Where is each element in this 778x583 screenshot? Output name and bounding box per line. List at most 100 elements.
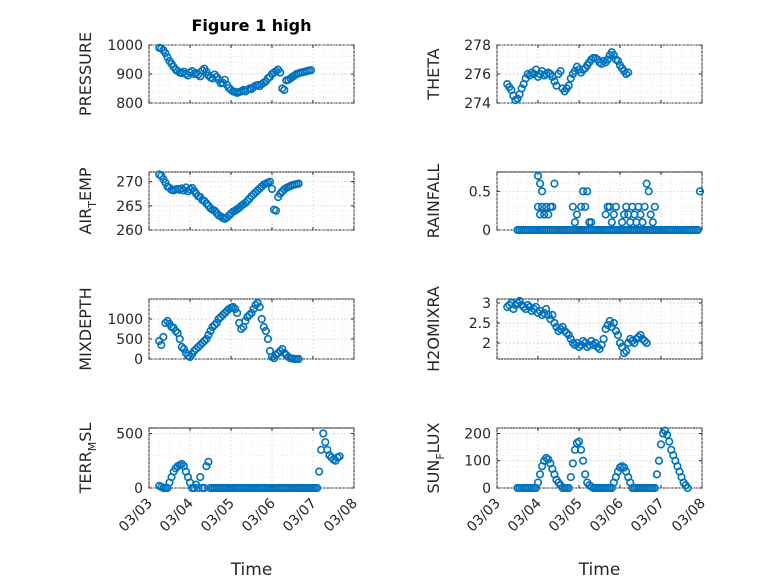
y-axis-label-main: MIXDEPTH	[76, 287, 95, 370]
data-point	[247, 308, 256, 318]
y-axis-label-main: RAINFALL	[424, 164, 443, 239]
data-point	[568, 459, 577, 468]
data-point	[609, 51, 618, 60]
data-point	[603, 55, 612, 64]
data-point	[276, 68, 285, 77]
data-point	[574, 437, 584, 446]
data-point	[253, 298, 262, 308]
subplot-theta: 274 276 278 THETA	[424, 38, 703, 112]
data-point	[157, 44, 166, 53]
data-point	[196, 472, 205, 482]
data-point	[562, 328, 571, 338]
data-point	[537, 187, 547, 196]
x-tick-label: 03/03	[116, 496, 156, 536]
data-point	[578, 456, 588, 465]
data-point	[556, 66, 565, 76]
data-point	[572, 210, 582, 219]
data-point	[157, 340, 166, 350]
data-point	[558, 322, 567, 332]
y-tick-label: 3	[482, 296, 491, 312]
data-point	[587, 218, 596, 227]
y-tick-label: 2.5	[469, 316, 491, 332]
data-point	[611, 202, 621, 211]
data-point	[636, 330, 645, 340]
data-point	[212, 318, 221, 328]
x-tick-label: 03/06	[239, 495, 279, 535]
y-tick-label: 200	[464, 426, 491, 442]
y-axis-label-main: THETA	[424, 48, 443, 100]
data-point	[321, 438, 330, 447]
figure-title: Figure 1 high	[192, 16, 312, 35]
data-point	[319, 429, 328, 438]
subplot-rainfall: 0 0.5 RAINFALL	[424, 164, 705, 239]
data-point	[210, 320, 219, 330]
y-axis-label-subscript: F	[434, 453, 447, 459]
y-axis-label-rest: SL	[76, 423, 95, 442]
y-tick-label: 500	[116, 426, 143, 442]
data-point	[533, 478, 543, 487]
data-point	[570, 218, 580, 227]
data-point	[261, 326, 270, 336]
data-point	[513, 94, 522, 103]
x-tick-label: 03/05	[198, 496, 238, 536]
data-point	[593, 342, 602, 352]
data-point	[609, 210, 618, 219]
data-point	[636, 210, 645, 219]
data-point	[619, 210, 629, 219]
data-point	[587, 336, 596, 346]
data-point	[544, 455, 553, 464]
data-point	[628, 336, 637, 346]
subplot-air_temp: 260 265 270 AIRTEMP	[76, 167, 355, 239]
data-point	[241, 316, 250, 326]
data-point	[548, 202, 557, 211]
y-tick-label: 100	[464, 454, 491, 470]
x-tick-label: 03/04	[505, 495, 545, 535]
data-point	[231, 304, 240, 314]
data-point	[583, 187, 592, 196]
y-tick-label: 500	[116, 332, 143, 348]
data-point	[204, 330, 213, 340]
data-point	[515, 296, 524, 306]
data-point	[315, 467, 324, 476]
data-point	[179, 344, 188, 354]
data-point	[581, 470, 590, 479]
y-tick-label: 1000	[107, 38, 143, 54]
x-axis-label: Time	[578, 560, 621, 580]
y-axis-label: MIXDEPTH	[76, 287, 95, 370]
data-point	[175, 334, 184, 344]
data-point	[619, 463, 629, 472]
data-point	[576, 202, 586, 211]
data-point	[654, 456, 664, 465]
data-point	[619, 348, 629, 358]
data-point	[656, 440, 666, 449]
x-axis-label: Time	[230, 560, 273, 580]
data-point	[204, 457, 213, 466]
data-point	[509, 304, 518, 314]
data-point	[564, 483, 573, 493]
y-tick-label: 260	[116, 223, 143, 239]
y-axis-label-main: AIR	[76, 208, 95, 235]
data-point	[550, 318, 559, 328]
y-axis-label: TERRMSL	[76, 423, 99, 495]
data-point	[278, 344, 287, 354]
data-point	[233, 308, 242, 318]
y-axis-label: AIRTEMP	[76, 167, 99, 234]
x-tick-label: 03/08	[669, 496, 709, 536]
data-point	[228, 302, 238, 312]
y-axis-label-main: TERR	[76, 451, 95, 494]
data-point	[535, 179, 545, 188]
data-point	[544, 310, 553, 320]
y-axis-label-subscript: T	[86, 201, 99, 209]
data-point	[161, 318, 170, 328]
data-point	[566, 334, 575, 344]
y-axis-label: SUNFLUX	[424, 422, 447, 493]
y-tick-label: 270	[116, 175, 143, 191]
y-tick-label: 278	[464, 38, 491, 54]
data-point	[335, 452, 344, 461]
data-point	[267, 184, 277, 194]
y-axis-label: RAINFALL	[424, 164, 443, 239]
data-point	[159, 332, 168, 342]
plot-area	[496, 171, 703, 231]
data-point	[535, 470, 545, 479]
data-point	[177, 342, 186, 352]
